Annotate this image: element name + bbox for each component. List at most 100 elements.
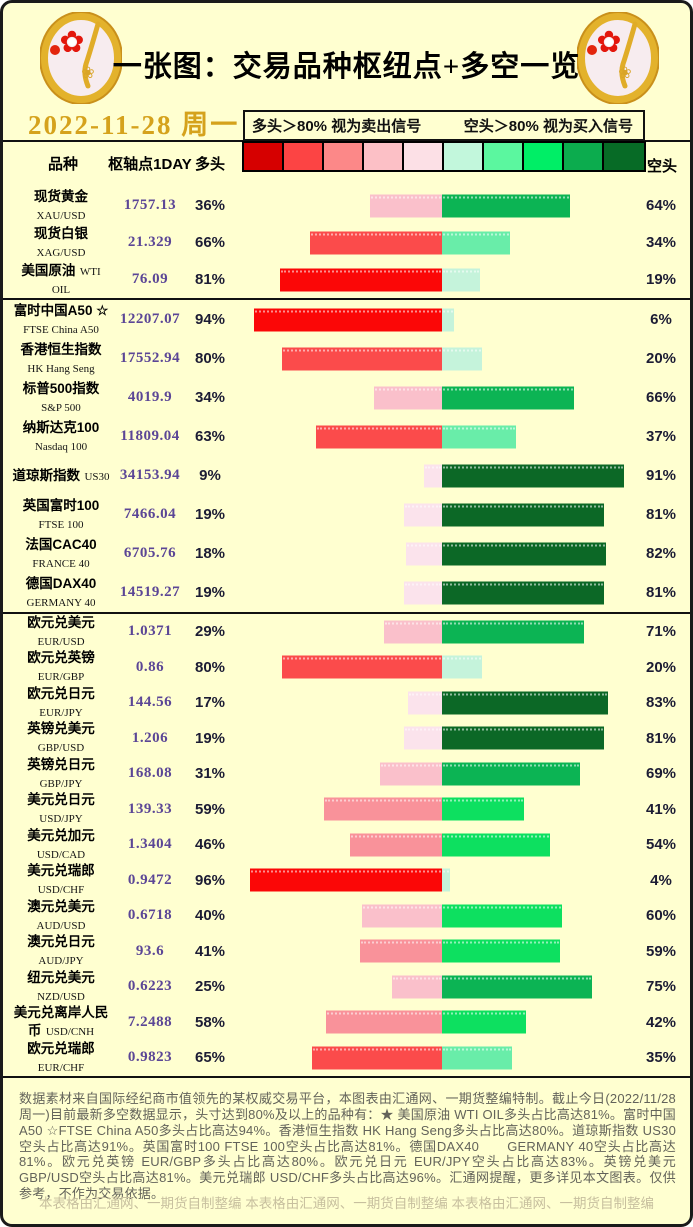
- long-bar: [406, 542, 442, 565]
- instrument-name-cn: 美元兑日元: [27, 792, 95, 808]
- pivot-value: 34153.94: [119, 467, 181, 483]
- short-percentage: 81%: [645, 729, 677, 747]
- short-percentage: 91%: [645, 467, 677, 484]
- short-percentage: 34%: [645, 234, 677, 251]
- table-row: 法国CAC40 FRANCE 40 6705.76 18% 82%: [3, 534, 690, 573]
- scale-swatch: [524, 143, 564, 170]
- long-bar: [408, 691, 442, 715]
- short-bar: [442, 691, 608, 715]
- short-percentage: 42%: [645, 1013, 677, 1031]
- table-row: 美元兑离岸人民币 USD/CNH 7.2488 58% 42%: [3, 1005, 690, 1041]
- long-percentage: 29%: [194, 623, 226, 641]
- pivot-value: 6705.76: [123, 545, 177, 561]
- instrument-name-en: AUD/USD: [36, 919, 86, 932]
- instrument-name-cn: 欧元兑瑞郎: [27, 1040, 95, 1056]
- svg-text:❀: ❀: [618, 65, 631, 82]
- short-bar: [442, 726, 604, 750]
- short-bar: [442, 975, 592, 999]
- instrument-name-cn: 香港恒生指数: [20, 341, 102, 357]
- short-percentage: 81%: [645, 584, 677, 601]
- long-bar: [316, 425, 442, 448]
- instrument-name-en: XAU/USD: [36, 209, 86, 222]
- footer-commentary: 数据素材来自国际经纪商市值领先的某权威交易平台，本图表由汇通网、一期货整编特制。…: [19, 1091, 676, 1202]
- long-percentage: 65%: [194, 1049, 226, 1067]
- short-percentage: 82%: [645, 545, 677, 562]
- long-bar: [360, 939, 442, 963]
- table-row: 美元兑日元 USD/JPY 139.33 59% 41%: [3, 792, 690, 828]
- instrument-name-en: USD/CAD: [36, 848, 86, 861]
- long-percentage: 59%: [194, 800, 226, 818]
- instrument-name-cn: 现货黄金: [34, 188, 88, 204]
- instrument-name-en: GBP/USD: [37, 742, 85, 755]
- footer: 数据素材来自国际经纪商市值领先的某权威交易平台，本图表由汇通网、一期货整编特制。…: [3, 1079, 690, 1224]
- long-percentage: 34%: [194, 389, 226, 406]
- short-bar: [442, 464, 624, 487]
- instrument-name-cn: 标普500指数: [22, 380, 100, 396]
- long-percentage: 19%: [194, 729, 226, 747]
- pivot-value: 11809.04: [120, 428, 180, 444]
- table-row: 道琼斯指数 US30 34153.94 9% 91%: [3, 456, 690, 495]
- instrument-name: 欧元兑英镑 EUR/GBP: [12, 650, 110, 686]
- legend-short-note: 空头＞80% 视为买入信号: [463, 118, 633, 135]
- short-percentage: 59%: [645, 942, 677, 960]
- instrument-name: 英镑兑日元 GBP/JPY: [12, 756, 110, 792]
- long-bar: [362, 904, 442, 928]
- instrument-name: 英国富时100 FTSE 100: [12, 495, 110, 534]
- table-row: 澳元兑日元 AUD/JPY 93.6 41% 59%: [3, 934, 690, 970]
- short-percentage: 71%: [645, 623, 677, 641]
- table-row: 欧元兑瑞郎 EUR/CHF 0.9823 65% 35%: [3, 1040, 690, 1076]
- instrument-name-en: USD/CHF: [37, 884, 85, 897]
- legend-long-note: 多头＞80% 视为卖出信号: [252, 118, 422, 135]
- instrument-name-cn: 德国DAX40: [25, 575, 97, 591]
- pivot-value: 0.6223: [127, 978, 173, 995]
- table-row: 欧元兑美元 EUR/USD 1.0371 29% 71%: [3, 614, 690, 650]
- legend-box: 多头＞80% 视为卖出信号 空头＞80% 视为买入信号: [243, 110, 645, 141]
- column-header-instrument: 品种: [47, 156, 78, 173]
- instrument-name: 美国原油 WTI OIL: [12, 261, 110, 298]
- color-scale: [242, 141, 646, 172]
- table-row: 美国原油 WTI OIL 76.09 81% 19%: [3, 261, 690, 298]
- long-bar: [404, 503, 442, 526]
- instrument-name: 德国DAX40 GERMANY 40: [12, 573, 110, 612]
- instrument-name: 欧元兑美元 EUR/USD: [12, 614, 110, 650]
- instrument-name: 法国CAC40 FRANCE 40: [12, 534, 110, 573]
- long-bar: [424, 464, 442, 487]
- short-bar: [442, 833, 550, 857]
- instrument-name: 美元兑日元 USD/JPY: [12, 792, 110, 828]
- instrument-name-cn: 欧元兑英镑: [27, 650, 95, 666]
- short-percentage: 41%: [645, 800, 677, 818]
- pivot-value: 1757.13: [123, 197, 177, 213]
- short-percentage: 81%: [645, 506, 677, 523]
- instrument-name-en: GERMANY 40: [26, 596, 96, 609]
- instrument-name-cn: 法国CAC40: [25, 536, 97, 552]
- long-bar: [254, 308, 442, 331]
- instrument-name-en: FRANCE 40: [32, 557, 90, 570]
- pivot-value: 1.3404: [127, 836, 173, 853]
- short-bar: [442, 1046, 512, 1070]
- table-row: 澳元兑美元 AUD/USD 0.6718 40% 60%: [3, 898, 690, 934]
- instrument-name-cn: 纽元兑美元: [27, 969, 95, 985]
- short-percentage: 66%: [645, 389, 677, 406]
- table-row: 纳斯达克100 Nasdaq 100 11809.04 63% 37%: [3, 417, 690, 456]
- long-bar: [374, 386, 442, 409]
- group-commodities: 现货黄金 XAU/USD 1757.13 36% 64% 现货白银 XAG/US…: [3, 187, 690, 300]
- short-bar: [442, 939, 560, 963]
- long-percentage: 40%: [194, 907, 226, 925]
- short-bar: [442, 542, 606, 565]
- column-header-short: 空头: [646, 158, 677, 175]
- scale-swatch: [444, 143, 484, 170]
- pivot-value: 4019.9: [127, 389, 173, 405]
- short-bar: [442, 231, 510, 254]
- short-percentage: 6%: [650, 311, 672, 328]
- short-bar: [442, 503, 604, 526]
- long-bar: [282, 655, 442, 679]
- instrument-name-cn: 美国原油: [21, 262, 76, 278]
- instrument-name: 美元兑加元 USD/CAD: [12, 827, 110, 863]
- instrument-name-en: USD/CNH: [45, 1026, 95, 1039]
- pivot-value: 21.329: [127, 234, 173, 250]
- instrument-name-en: AUD/JPY: [38, 955, 84, 968]
- pivot-value: 17552.94: [119, 350, 181, 366]
- scale-swatch: [284, 143, 324, 170]
- pivot-value: 12207.07: [119, 311, 181, 327]
- instrument-name-cn: 美元兑加元: [27, 827, 95, 843]
